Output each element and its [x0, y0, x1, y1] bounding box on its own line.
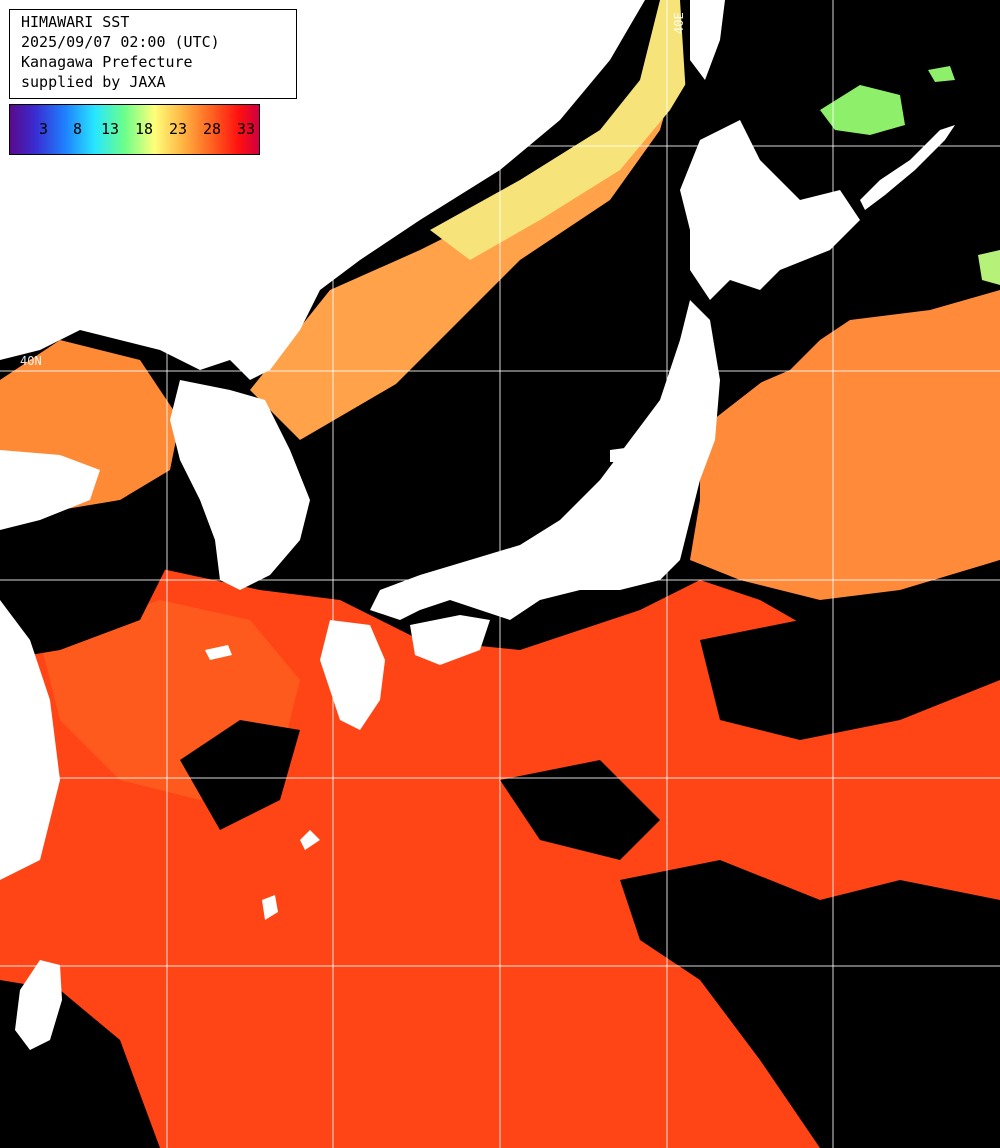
legend-tick: 8	[73, 120, 83, 138]
map-region: Kanagawa Prefecture	[21, 53, 193, 71]
land-sakhalin	[690, 0, 725, 80]
sst-sea-of-japan	[250, 0, 700, 440]
sst-pacific-east	[690, 290, 1000, 600]
legend-tick: 18	[135, 120, 154, 138]
map-credit: supplied by JAXA	[21, 73, 166, 91]
land-sado	[610, 448, 625, 462]
land-china-coast	[0, 600, 60, 880]
grid-label-lat-lower: 30N	[20, 761, 42, 775]
land-jeju	[205, 645, 232, 660]
sst-cold-patch-3	[978, 250, 1000, 285]
sst-cold-patch-2	[928, 66, 955, 82]
sst-northern-band	[430, 0, 720, 260]
map-info-box: HIMAWARI SST 2025/09/07 02:00 (UTC) Kana…	[9, 9, 297, 99]
land-korea	[170, 380, 310, 590]
land-ryukyu	[300, 830, 320, 850]
legend-tick: 28	[203, 120, 222, 138]
land-kyushu	[320, 620, 385, 730]
land-okinawa	[262, 895, 278, 920]
map-title: HIMAWARI SST	[21, 13, 130, 31]
legend-tick: 3	[39, 120, 49, 138]
legend-tick: 13	[101, 120, 120, 138]
land-shikoku	[410, 615, 490, 665]
land-taiwan	[15, 960, 62, 1050]
grid-label-lat-upper: 40N	[20, 354, 42, 368]
sst-cold-patch	[820, 85, 905, 135]
land-hokkaido	[680, 120, 860, 300]
legend-tick: 33	[237, 120, 256, 138]
grid-label-top: 40E	[672, 12, 686, 34]
map-timestamp: 2025/09/07 02:00 (UTC)	[21, 33, 220, 51]
land-honshu	[370, 300, 720, 620]
legend-tick: 23	[169, 120, 188, 138]
temperature-legend: 3 8 13 18 23 28 33	[9, 104, 260, 155]
land-shandong	[0, 450, 100, 530]
